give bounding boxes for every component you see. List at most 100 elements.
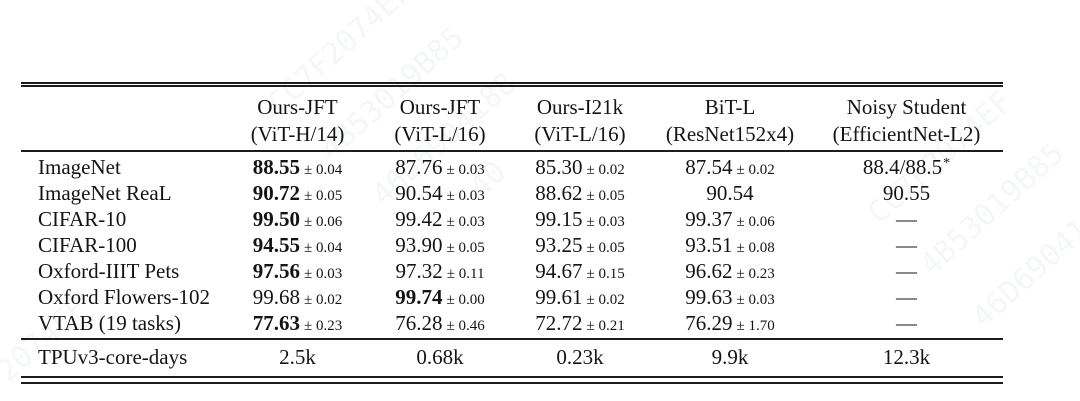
column-header-line2: (ResNet152x4) (665, 122, 795, 146)
row-label: CIFAR-10 (38, 207, 127, 231)
metric-value: — (896, 311, 917, 335)
table-cell: 90.72 ± 0.05 (225, 180, 370, 209)
metric-value: 99.63 (685, 285, 733, 309)
column-header-line1: Ours-I21k (536, 95, 624, 119)
column-header-line2: (ViT-L/16) (394, 122, 486, 146)
pm-value: ± 0.06 (736, 214, 775, 230)
metric-value: 93.51 (685, 233, 733, 257)
table-cell: 97.56 ± 0.03 (225, 258, 370, 287)
table-cell: 87.76 ± 0.03 (370, 154, 510, 184)
table-rule (21, 85, 1003, 87)
table-cell: — (810, 310, 1003, 339)
table-row: ImageNet ReaL 90.72 ± 0.05 90.54 ± 0.03 88.62… (21, 180, 1003, 206)
table-cell: 12.3k (882, 345, 931, 369)
column-header: BiT-L (ResNet152x4) (650, 94, 810, 150)
pm-value: ± 0.06 (304, 214, 343, 230)
pm-value: ± 0.03 (736, 292, 775, 308)
table-cell: 88.55 ± 0.04 (225, 154, 370, 184)
metric-value: 97.56 (252, 259, 300, 283)
table-row: CIFAR-10 99.50 ± 0.06 99.42 ± 0.03 99.15 ± 0.0… (21, 206, 1003, 232)
table-cell: 76.29 ± 1.70 (650, 310, 810, 339)
pm-value: ± 0.15 (586, 266, 625, 282)
metric-value: 93.25 (535, 233, 583, 257)
table-cell: 77.63 ± 0.23 (225, 310, 370, 339)
metric-value: — (896, 207, 917, 231)
metric-value: 99.68 (252, 285, 300, 309)
pm-value: ± 0.03 (446, 188, 485, 204)
column-header: Ours-I21k (ViT-L/16) (510, 94, 650, 150)
metric-value: 90.55 (882, 181, 931, 205)
pm-value: ± 0.03 (586, 214, 625, 230)
column-header-line1: Ours-JFT (399, 95, 481, 119)
metric-value: 72.72 (535, 311, 583, 335)
metric-value: 76.28 (395, 311, 443, 335)
table-row: ImageNet 88.55 ± 0.04 87.76 ± 0.03 85.30 ± 0.0… (21, 154, 1003, 180)
table-cell: 93.25 ± 0.05 (510, 232, 650, 261)
table-cell: 90.54 (650, 180, 810, 209)
table-cell: — (810, 206, 1003, 235)
metric-value: 94.55 (252, 233, 300, 257)
table-cell: — (810, 284, 1003, 313)
table-row: Oxford Flowers-102 99.68 ± 0.02 99.74 ± 0.00… (21, 284, 1003, 310)
table-cell: 72.72 ± 0.21 (510, 310, 650, 339)
row-label: VTAB (19 tasks) (38, 311, 181, 335)
metric-value: — (896, 259, 917, 283)
table-cell: 0.68k (416, 345, 464, 369)
table-cell: 87.54 ± 0.02 (650, 154, 810, 184)
table-header-row: Ours-JFT (ViT-H/14) Ours-JFT (ViT-L/16) … (21, 94, 1003, 150)
metric-value: 99.37 (685, 207, 733, 231)
table-row: Oxford-IIIT Pets 97.56 ± 0.03 97.32 ± 0.11 94… (21, 258, 1003, 284)
column-header-line2: (EfficientNet-L2) (832, 122, 981, 146)
row-label: Oxford-IIIT Pets (38, 259, 180, 283)
table-cell: 90.54 ± 0.03 (370, 180, 510, 209)
table-cell: 97.32 ± 0.11 (370, 258, 510, 287)
table-cell: 9.9k (711, 345, 749, 369)
asterisk-note: * (943, 156, 951, 171)
row-label: Oxford Flowers-102 (38, 285, 211, 309)
table-cell: — (810, 232, 1003, 261)
metric-value: 87.54 (685, 155, 733, 179)
pm-value: ± 0.03 (446, 214, 485, 230)
metric-value: 90.54 (706, 181, 754, 205)
metric-value: 99.15 (535, 207, 583, 231)
metric-value: 88.4/88.5 (862, 155, 943, 179)
column-header: Ours-JFT (ViT-L/16) (370, 94, 510, 150)
pm-value: ± 0.05 (446, 240, 485, 256)
pm-value: ± 0.02 (304, 292, 343, 308)
table-cell: 99.68 ± 0.02 (225, 284, 370, 313)
pm-value: ± 0.02 (736, 162, 775, 178)
table-cell: 99.42 ± 0.03 (370, 206, 510, 235)
metric-value: 93.90 (395, 233, 443, 257)
table-rule (21, 382, 1003, 384)
table-cell: 88.4/88.5 * (810, 154, 1003, 184)
table-cell: 93.51 ± 0.08 (650, 232, 810, 261)
metric-value: 99.50 (252, 207, 300, 231)
pm-value: ± 0.03 (446, 162, 485, 178)
table-cell: 96.62 ± 0.23 (650, 258, 810, 287)
table-cell: 0.23k (556, 345, 604, 369)
table-cell: 85.30 ± 0.02 (510, 154, 650, 184)
row-label: ImageNet (38, 155, 121, 179)
column-header (21, 94, 225, 150)
column-header-line1: BiT-L (704, 95, 756, 119)
table-cell: 99.63 ± 0.03 (650, 284, 810, 313)
metric-value: 99.61 (535, 285, 583, 309)
metric-value: 99.42 (395, 207, 443, 231)
row-label: CIFAR-100 (38, 233, 137, 257)
pm-value: ± 0.03 (304, 266, 343, 282)
table-cell: 99.37 ± 0.06 (650, 206, 810, 235)
column-header-line2: (ViT-L/16) (534, 122, 626, 146)
pm-value: ± 0.05 (304, 188, 343, 204)
metric-value: 97.32 (395, 259, 443, 283)
metric-value: — (896, 233, 917, 257)
metric-value: — (896, 285, 917, 309)
pm-value: ± 0.46 (446, 318, 485, 334)
pm-value: ± 0.00 (446, 292, 485, 308)
pm-value: ± 0.04 (304, 240, 343, 256)
table-cell: 99.61 ± 0.02 (510, 284, 650, 313)
table-cell: 99.15 ± 0.03 (510, 206, 650, 235)
metric-value: 76.29 (685, 311, 733, 335)
table-cell: 2.5k (279, 345, 316, 369)
pm-value: ± 0.23 (304, 318, 343, 334)
column-header: Ours-JFT (ViT-H/14) (225, 94, 370, 150)
